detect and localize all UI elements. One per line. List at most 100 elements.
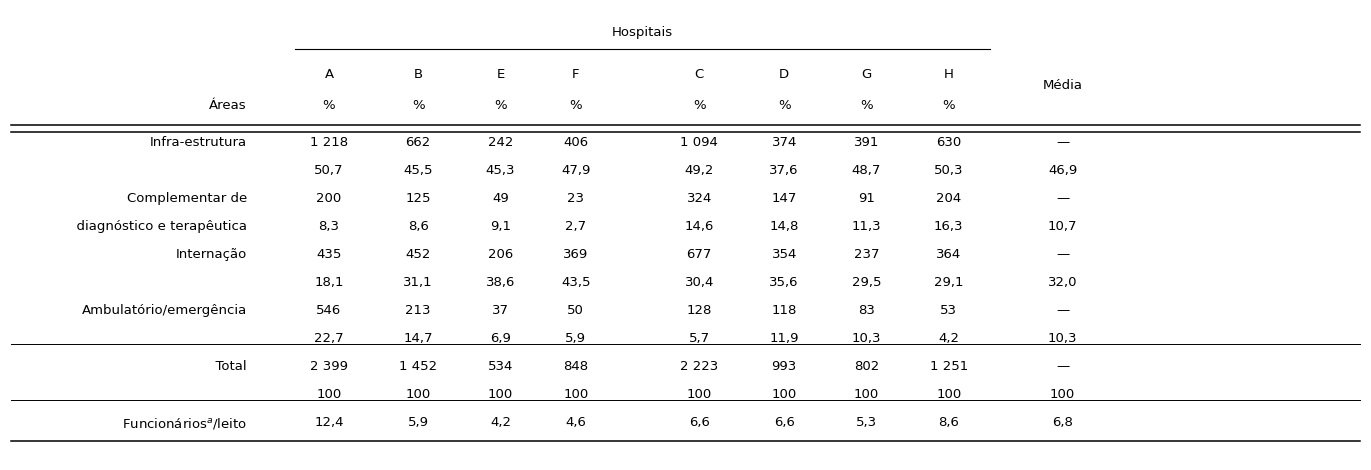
Text: 118: 118 [772,304,797,317]
Text: %: % [494,99,507,112]
Text: 50,7: 50,7 [314,164,344,177]
Text: 30,4: 30,4 [684,276,714,289]
Text: —: — [1056,248,1069,261]
Text: 242: 242 [488,136,513,149]
Text: 4,2: 4,2 [489,416,511,429]
Text: 48,7: 48,7 [851,164,882,177]
Text: 5,9: 5,9 [407,416,429,429]
Text: 4,2: 4,2 [938,332,960,345]
Text: Internação: Internação [175,248,247,261]
Text: 100: 100 [406,388,430,401]
Text: 14,6: 14,6 [684,220,714,233]
Text: 677: 677 [687,248,712,261]
Text: Média: Média [1042,79,1083,92]
Text: 12,4: 12,4 [314,416,344,429]
Text: 5,7: 5,7 [688,332,710,345]
Text: 45,5: 45,5 [403,164,433,177]
Text: 369: 369 [563,248,588,261]
Text: Total: Total [207,360,247,373]
Text: Funcionários$^a$/leito: Funcionários$^a$/leito [122,416,247,431]
Text: %: % [777,99,791,112]
Text: 802: 802 [854,360,879,373]
Text: 546: 546 [317,304,341,317]
Text: 100: 100 [854,388,879,401]
Text: 32,0: 32,0 [1047,276,1078,289]
Text: 10,7: 10,7 [1047,220,1078,233]
Text: 29,5: 29,5 [851,276,882,289]
Text: 406: 406 [563,136,588,149]
Text: 37: 37 [492,304,509,317]
Text: A: A [325,68,333,81]
Text: 53: 53 [941,304,957,317]
Text: 6,9: 6,9 [489,332,511,345]
Text: 10,3: 10,3 [851,332,882,345]
Text: 125: 125 [406,192,430,205]
Text: 993: 993 [772,360,797,373]
Text: 14,8: 14,8 [769,220,799,233]
Text: B: B [414,68,422,81]
Text: 100: 100 [687,388,712,401]
Text: 11,3: 11,3 [851,220,882,233]
Text: %: % [411,99,425,112]
Text: 2,7: 2,7 [565,220,587,233]
Text: 50,3: 50,3 [934,164,964,177]
Text: 100: 100 [1050,388,1075,401]
Text: 43,5: 43,5 [561,276,591,289]
Text: 354: 354 [772,248,797,261]
Text: 128: 128 [687,304,712,317]
Text: —: — [1056,136,1069,149]
Text: 8,3: 8,3 [318,220,340,233]
Text: 100: 100 [488,388,513,401]
Text: 11,9: 11,9 [769,332,799,345]
Text: 35,6: 35,6 [769,276,799,289]
Text: 100: 100 [317,388,341,401]
Text: 14,7: 14,7 [403,332,433,345]
Text: 23: 23 [568,192,584,205]
Text: 1 452: 1 452 [399,360,437,373]
Text: 1 218: 1 218 [310,136,348,149]
Text: 5,9: 5,9 [565,332,587,345]
Text: 2 399: 2 399 [310,360,348,373]
Text: 9,1: 9,1 [489,220,511,233]
Text: 100: 100 [936,388,961,401]
Text: 662: 662 [406,136,430,149]
Text: 47,9: 47,9 [561,164,591,177]
Text: Ambulatório/emergência: Ambulatório/emergência [81,304,247,317]
Text: 200: 200 [317,192,341,205]
Text: 5,3: 5,3 [856,416,877,429]
Text: 364: 364 [936,248,961,261]
Text: diagnóstico e terapêutica: diagnóstico e terapêutica [67,220,247,233]
Text: 391: 391 [854,136,879,149]
Text: 324: 324 [687,192,712,205]
Text: 22,7: 22,7 [314,332,344,345]
Text: F: F [572,68,580,81]
Text: 45,3: 45,3 [485,164,515,177]
Text: %: % [322,99,336,112]
Text: Complementar de: Complementar de [126,192,247,205]
Text: 213: 213 [406,304,430,317]
Text: 31,1: 31,1 [403,276,433,289]
Text: 100: 100 [772,388,797,401]
Text: C: C [695,68,703,81]
Text: Áreas: Áreas [210,99,247,112]
Text: 630: 630 [936,136,961,149]
Text: —: — [1056,360,1069,373]
Text: 452: 452 [406,248,430,261]
Text: 204: 204 [936,192,961,205]
Text: 6,6: 6,6 [773,416,795,429]
Text: %: % [860,99,873,112]
Text: 2 223: 2 223 [680,360,718,373]
Text: %: % [942,99,956,112]
Text: 237: 237 [854,248,879,261]
Text: 100: 100 [563,388,588,401]
Text: 50: 50 [568,304,584,317]
Text: 4,6: 4,6 [565,416,587,429]
Text: 374: 374 [772,136,797,149]
Text: 6,8: 6,8 [1052,416,1073,429]
Text: 83: 83 [858,304,875,317]
Text: G: G [861,68,872,81]
Text: —: — [1056,304,1069,317]
Text: Infra-estrutura: Infra-estrutura [149,136,247,149]
Text: %: % [569,99,583,112]
Text: E: E [496,68,505,81]
